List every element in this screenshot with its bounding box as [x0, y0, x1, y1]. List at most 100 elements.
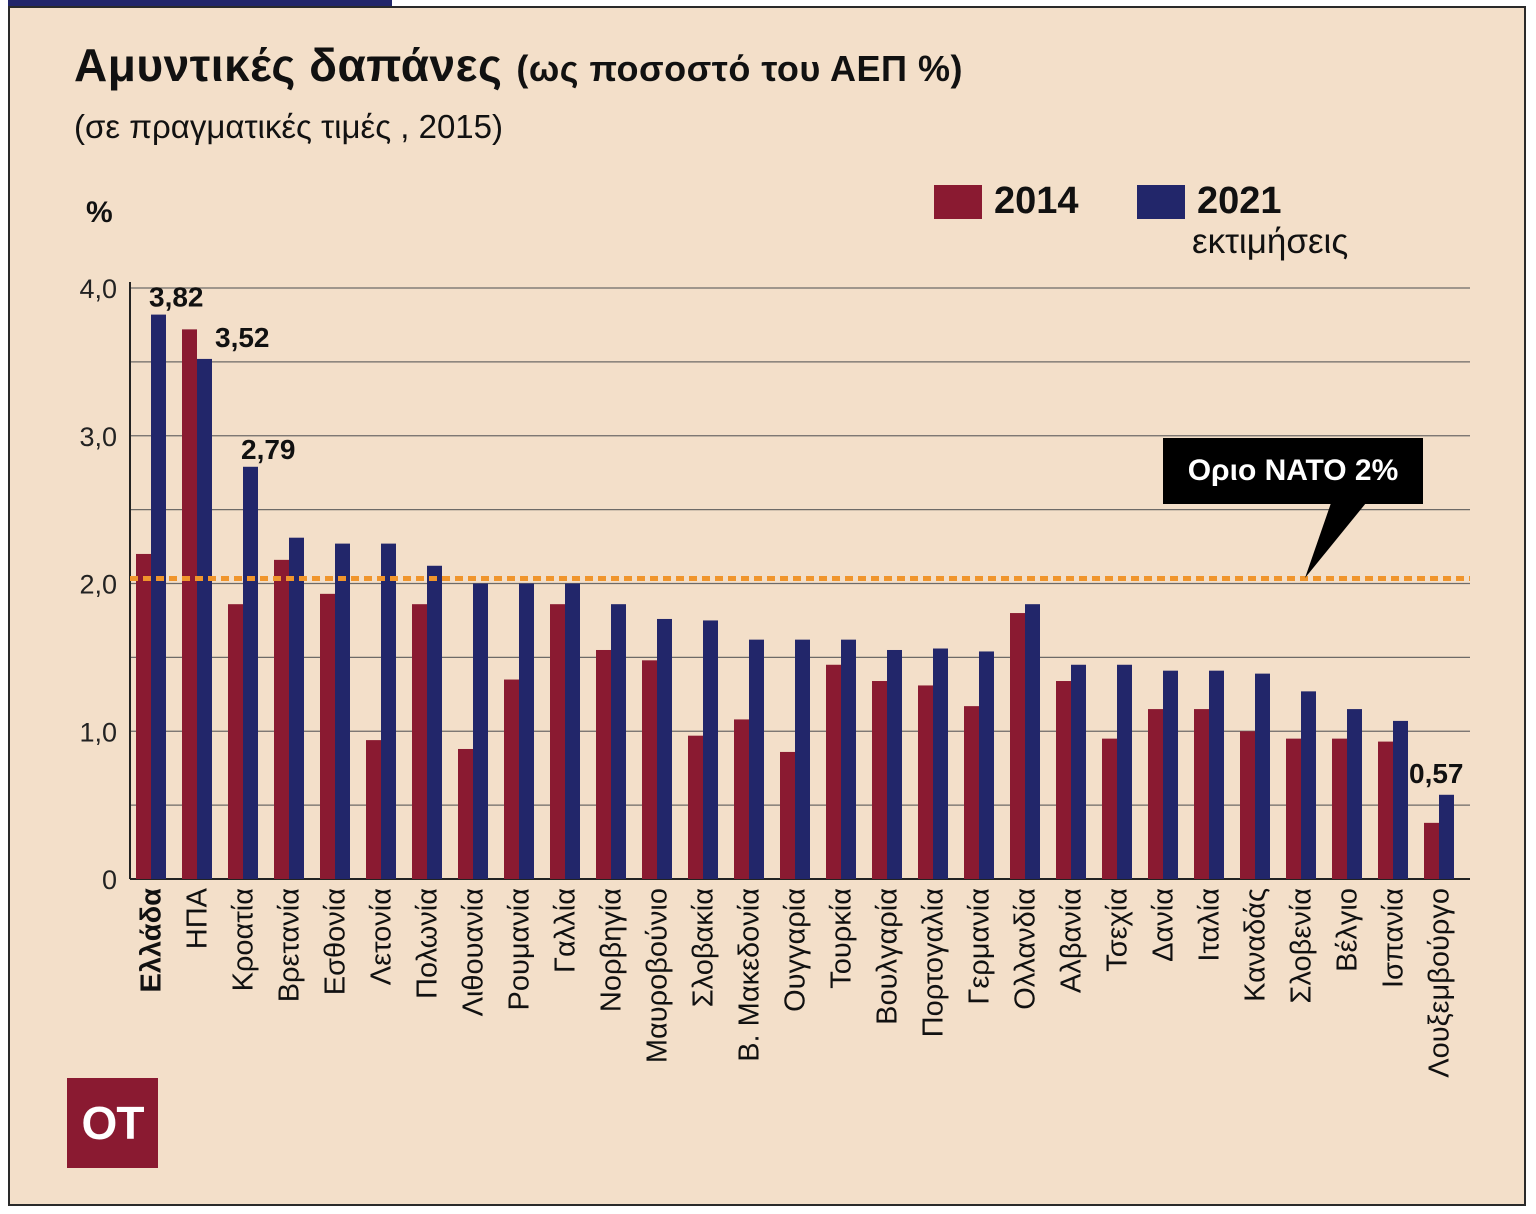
- x-tick-label: Νορβηγία: [596, 888, 628, 1012]
- bar-2014: [1010, 613, 1025, 879]
- data-label: 0,57: [1409, 758, 1464, 789]
- nato-callout-label: Οριο ΝΑΤΟ 2%: [1187, 454, 1399, 487]
- bar-2021: [749, 639, 764, 879]
- x-tick-label: Δανία: [1148, 888, 1180, 962]
- bar-2014: [1424, 822, 1439, 879]
- x-tick-label: Σλοβενία: [1286, 888, 1318, 1003]
- title-main: Αμυντικές δαπάνες: [74, 39, 503, 91]
- bar-2014: [688, 735, 703, 879]
- bar-2021: [1347, 709, 1362, 879]
- x-tick-label: ΗΠΑ: [182, 887, 214, 949]
- bar-2021: [519, 583, 534, 879]
- x-tick-label: Ρουμανία: [504, 888, 536, 1011]
- bar-2014: [182, 329, 197, 879]
- bar-2021: [1071, 664, 1086, 879]
- bar-2021: [611, 604, 626, 879]
- y-tick-label: 0: [102, 865, 117, 895]
- bar-2021: [335, 543, 350, 879]
- x-tick-label: Ελλάδα: [136, 888, 168, 993]
- x-tick-label: Καναδάς: [1240, 888, 1272, 1002]
- y-tick-label: 2,0: [79, 570, 117, 600]
- title-extra: (ως ποσοστό του ΑΕΠ %): [516, 48, 964, 89]
- x-tick-label: Γερμανία: [964, 888, 996, 1005]
- ot-logo: ΟΤ: [67, 1078, 158, 1168]
- data-label: 3,52: [215, 322, 270, 353]
- x-tick-label: Πορτογαλία: [918, 888, 950, 1037]
- x-tick-label: Βρετανία: [274, 888, 306, 1002]
- x-tick-label: Γαλλία: [550, 888, 582, 973]
- bar-2014: [1332, 738, 1347, 879]
- bar-2014: [228, 604, 243, 879]
- x-tick-label: Β. Μακεδονία: [734, 888, 766, 1062]
- bar-2021: [1393, 720, 1408, 879]
- y-tick-label: 3,0: [79, 422, 117, 452]
- bar-2014: [826, 664, 841, 879]
- nato-callout-pointer: [1305, 503, 1366, 578]
- y-axis-unit: %: [86, 196, 113, 229]
- x-tick-label: Ουγγαρία: [780, 888, 812, 1012]
- bar-2021: [1117, 664, 1132, 879]
- logo-text: ΟΤ: [81, 1097, 145, 1149]
- bar-2021: [703, 620, 718, 879]
- y-tick-label: 1,0: [79, 717, 117, 747]
- bar-2014: [1102, 738, 1117, 879]
- x-tick-label: Τσεχία: [1102, 888, 1134, 972]
- bar-2014: [320, 593, 335, 879]
- bar-2021: [933, 648, 948, 879]
- bar-2021: [381, 543, 396, 879]
- chart-title: Αμυντικές δαπάνες (ως ποσοστό του ΑΕΠ %): [74, 38, 963, 92]
- bar-2021: [151, 314, 166, 880]
- data-label: 2,79: [241, 434, 296, 465]
- x-tick-label: Τουρκία: [826, 888, 858, 989]
- nato-callout: Οριο ΝΑΤΟ 2%: [1163, 438, 1423, 504]
- bar-2014: [1194, 709, 1209, 879]
- x-tick-label: Λιθουανία: [458, 888, 490, 1016]
- bar-2021: [473, 583, 488, 879]
- bar-2014: [734, 719, 749, 879]
- bar-2014: [780, 751, 795, 879]
- bar-2014: [550, 604, 565, 879]
- bar-2021: [657, 618, 672, 879]
- bar-2014: [1240, 731, 1255, 879]
- x-tick-label: Ισπανία: [1378, 888, 1410, 988]
- bar-2014: [366, 740, 381, 879]
- bar-2014: [136, 553, 151, 879]
- legend-label-2021: 2021: [1197, 180, 1282, 222]
- x-tick-label: Ιταλία: [1194, 888, 1226, 962]
- bar-2021: [887, 649, 902, 879]
- x-tick-label: Μαυροβούνιο: [642, 888, 674, 1063]
- bar-2014: [642, 660, 657, 879]
- bar-2014: [964, 706, 979, 879]
- bar-2021: [1255, 673, 1270, 879]
- x-tick-label: Λουξεμβούργο: [1424, 888, 1456, 1078]
- bar-2014: [596, 649, 611, 879]
- legend-swatch-2021: [1137, 185, 1185, 219]
- bar-2021: [979, 651, 994, 879]
- x-tick-label: Πολωνία: [412, 888, 444, 999]
- x-axis-labels: Ελλάδα ΗΠΑ Κροατία Βρετανία Εσθονία Λετονία Πο…: [136, 887, 1456, 1077]
- bar-2021: [197, 358, 212, 879]
- bars: [136, 314, 1454, 880]
- bar-2014: [412, 604, 427, 879]
- bar-2014: [1148, 709, 1163, 879]
- x-tick-label: Εσθονία: [320, 888, 352, 995]
- bar-2014: [274, 559, 289, 879]
- x-tick-label: Βέλγιο: [1332, 888, 1364, 972]
- chart-frame: [8, 6, 1526, 1206]
- bar-2021: [243, 466, 258, 879]
- bar-2014: [1056, 681, 1071, 879]
- top-accent-bar: [8, 0, 392, 6]
- chart-subtitle: (σε πραγματικές τιμές , 2015): [74, 108, 503, 145]
- data-labels: 3,82 3,52 2,79 0,57: [149, 282, 1464, 789]
- bar-2014: [1286, 738, 1301, 879]
- bar-2014: [458, 748, 473, 879]
- bar-2021: [565, 583, 580, 879]
- legend-item-2014: 2014: [934, 180, 1079, 223]
- x-tick-label: Αλβανία: [1056, 888, 1088, 993]
- legend-swatch-2014: [934, 185, 982, 219]
- bar-2021: [427, 565, 442, 879]
- bar-2021: [1163, 670, 1178, 879]
- y-axis-labels: 0 1,0 2,0 3,0 4,0: [79, 274, 117, 895]
- bar-2021: [1301, 691, 1316, 879]
